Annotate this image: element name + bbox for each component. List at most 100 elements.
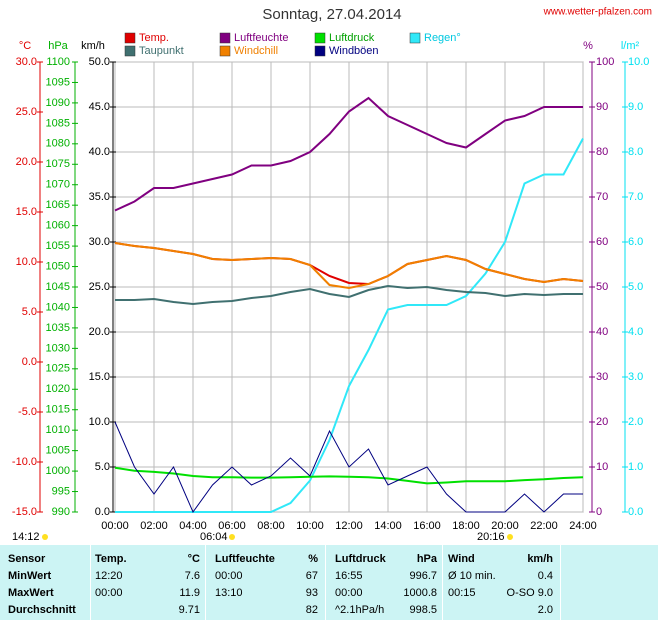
y-tick-label: 6.0 xyxy=(628,236,643,248)
y-tick-label: 15.0 xyxy=(89,371,110,383)
y-tick-label: -10.0 xyxy=(12,456,37,468)
y-tick-label: 1.0 xyxy=(628,461,643,473)
y-tick-label: 1015 xyxy=(46,404,70,416)
legend-label: Luftdruck xyxy=(329,32,375,44)
table-cell: 13:10 xyxy=(215,587,243,599)
table-cell: 82 xyxy=(305,604,318,616)
legend-label: Windböen xyxy=(329,45,379,57)
y-tick-label: 3.0 xyxy=(628,371,643,383)
chart-title: Sonntag, 27.04.2014 xyxy=(262,6,401,23)
y-tick-label: 60 xyxy=(596,236,608,248)
table-cell: 2.0 xyxy=(537,604,553,616)
table-cell: 12:20 xyxy=(95,570,123,582)
y-tick-label: 45.0 xyxy=(89,101,110,113)
y-tick-label: 0.0 xyxy=(628,506,643,518)
y-tick-label: 30.0 xyxy=(89,236,110,248)
table-cell: 93 xyxy=(305,587,318,599)
x-tick-label: 02:00 xyxy=(140,520,168,532)
x-tick-label: 06:00 xyxy=(218,520,246,532)
x-tick-label: 20:00 xyxy=(491,520,519,532)
legend-swatch xyxy=(314,45,326,57)
legend-swatch xyxy=(124,45,136,57)
table-cell: 16:55 xyxy=(335,570,363,582)
legend-swatch xyxy=(124,32,136,44)
x-tick-label: 16:00 xyxy=(413,520,441,532)
y-tick-label: 5.0 xyxy=(95,461,110,473)
legend-swatch xyxy=(219,32,231,44)
y-tick-label: 1050 xyxy=(46,260,70,272)
series-line xyxy=(114,421,583,514)
table-cell: ^2.1hPa/h xyxy=(335,604,385,616)
y-tick-label: 80 xyxy=(596,146,608,158)
x-tick-label: 04:00 xyxy=(179,520,207,532)
table-cell: O-SO 9.0 xyxy=(506,587,553,599)
y-tick-label: -15.0 xyxy=(12,506,37,518)
table-cell: km/h xyxy=(527,553,553,565)
y-tick-label: 1095 xyxy=(46,76,70,88)
x-tick-label: 24:00 xyxy=(569,520,597,532)
y-tick-label: 1010 xyxy=(46,424,70,436)
table-cell: Luftdruck xyxy=(335,553,386,565)
x-tick-label: 12:00 xyxy=(335,520,363,532)
y-tick-label: 4.0 xyxy=(628,326,643,338)
y-tick-label: 40 xyxy=(596,326,608,338)
legend-swatch xyxy=(219,45,231,57)
series-line xyxy=(115,284,583,306)
y-tick-label: 1075 xyxy=(46,158,70,170)
y-tick-label: 8.0 xyxy=(628,146,643,158)
y-tick-label: 20.0 xyxy=(16,156,37,168)
table-cell: 7.6 xyxy=(184,570,200,582)
table-cell: 00:00 xyxy=(215,570,243,582)
y-tick-label: 70 xyxy=(596,191,608,203)
y-tick-label: 5.0 xyxy=(628,281,643,293)
table-cell: Luftfeuchte xyxy=(215,553,275,565)
y-tick-label: 1055 xyxy=(46,240,70,252)
y-tick-label: 35.0 xyxy=(89,191,110,203)
table-cell: MinWert xyxy=(8,570,52,582)
x-tick-label: 18:00 xyxy=(452,520,480,532)
axis-unit: l/m² xyxy=(621,40,640,52)
y-tick-label: 1070 xyxy=(46,179,70,191)
y-tick-label: 20 xyxy=(596,416,608,428)
x-tick-label: 00:00 xyxy=(101,520,129,532)
legend-label: Luftfeuchte xyxy=(234,32,288,44)
y-tick-label: 1005 xyxy=(46,445,70,457)
y-tick-label: 40.0 xyxy=(89,146,110,158)
y-tick-label: 7.0 xyxy=(628,191,643,203)
y-tick-label: 1065 xyxy=(46,199,70,211)
y-tick-label: 1025 xyxy=(46,363,70,375)
y-tick-label: 20.0 xyxy=(89,326,110,338)
y-tick-label: 25.0 xyxy=(16,106,37,118)
y-tick-label: 1090 xyxy=(46,97,70,109)
chart: Sonntag, 27.04.2014 www.wetter-pfalzen.c… xyxy=(12,6,652,543)
axis-unit: km/h xyxy=(81,40,105,52)
column-divider xyxy=(90,545,91,620)
series-line xyxy=(114,242,584,290)
y-tick-label: 0 xyxy=(596,506,602,518)
y-tick-label: 0.0 xyxy=(95,506,110,518)
series-line xyxy=(114,466,584,485)
y-tick-label: 30 xyxy=(596,371,608,383)
legend-label: Temp. xyxy=(139,32,169,44)
column-divider xyxy=(205,545,206,620)
table-cell: Durchschnitt xyxy=(8,604,76,616)
y-tick-label: 1040 xyxy=(46,301,70,313)
legend-swatch xyxy=(409,32,421,44)
stats-table: Sensor Temp. °C Luftfeuchte% Luftdruck hPa Win… xyxy=(0,545,658,620)
table-cell: 0.4 xyxy=(537,570,553,582)
table-cell: 9.71 xyxy=(178,604,200,616)
x-tick-label: 22:00 xyxy=(530,520,558,532)
axis-unit: hPa xyxy=(48,40,68,52)
y-tick-label: 1100 xyxy=(46,56,70,68)
y-tick-label: 1080 xyxy=(46,138,70,150)
table-cell: Temp. xyxy=(95,553,127,565)
table-cell: 00:15 xyxy=(448,587,476,599)
y-tick-label: 5.0 xyxy=(22,306,37,318)
table-cell: 00:00 xyxy=(335,587,363,599)
table-cell: Wind xyxy=(448,553,475,565)
table-cell: Sensor xyxy=(8,553,46,565)
table-cell: 998.5 xyxy=(409,604,437,616)
y-tick-label: 1000 xyxy=(46,465,70,477)
y-tick-label: 25.0 xyxy=(89,281,110,293)
